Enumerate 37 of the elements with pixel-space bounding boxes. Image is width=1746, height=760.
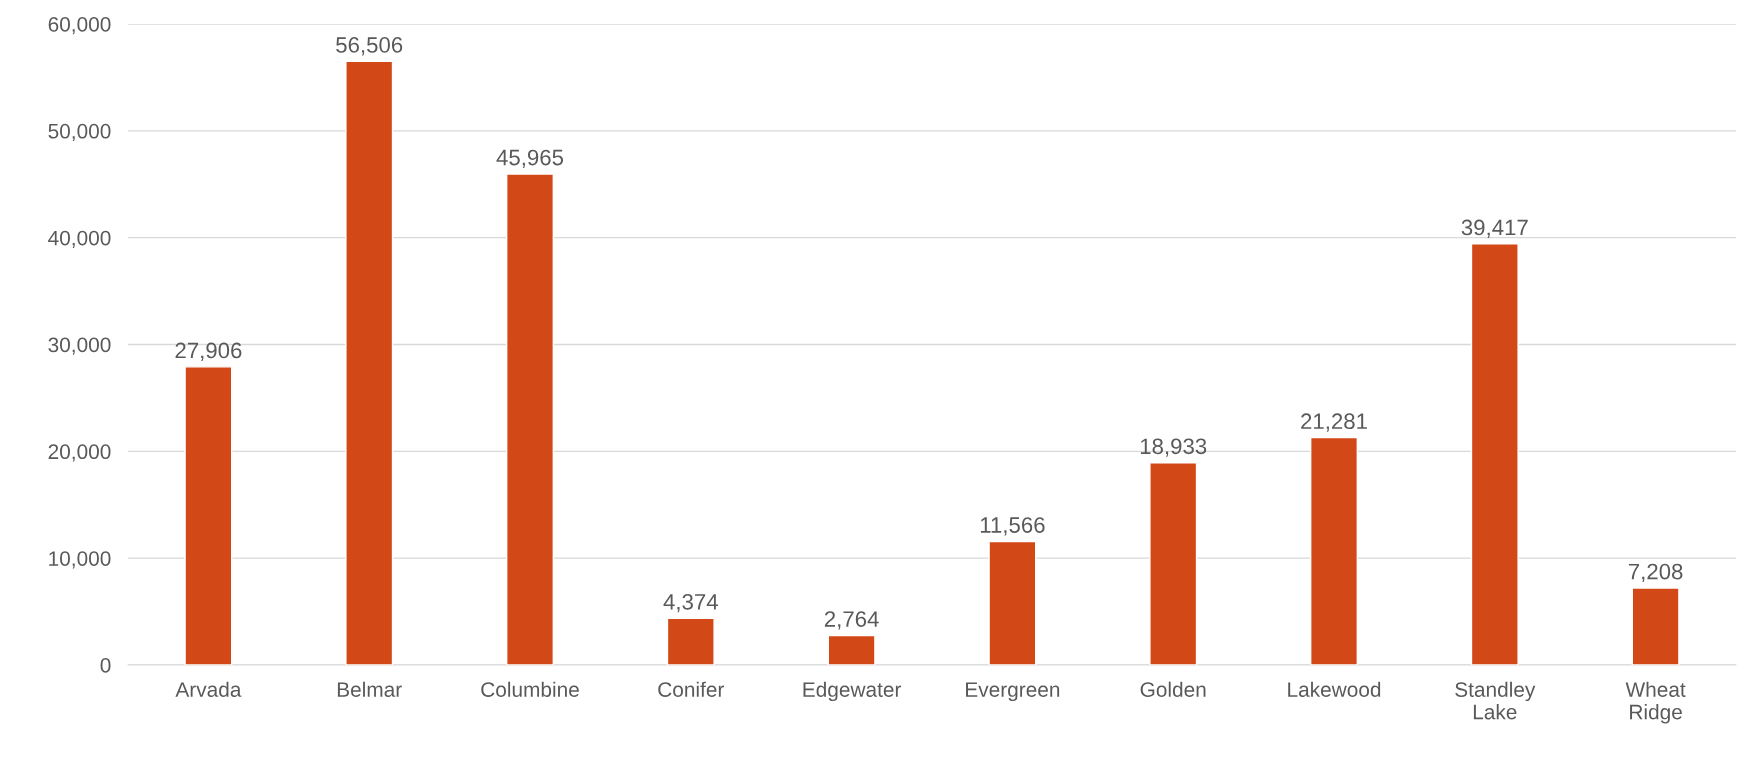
data-label: 2,764 (824, 611, 879, 630)
x-tick-label: Edgewater (803, 681, 902, 702)
y-tick-label: 20,000 (48, 444, 111, 462)
data-label: 21,281 (1301, 413, 1367, 432)
data-label: 45,965 (496, 149, 564, 169)
x-tick-label: Conifer (658, 681, 725, 697)
x-tick-label: Golden (1140, 681, 1206, 697)
bar (505, 173, 555, 665)
x-tick-label: Standley Lake (1455, 681, 1536, 720)
bar (1631, 587, 1680, 665)
data-label: 11,566 (980, 517, 1045, 536)
y-tick-label: 50,000 (48, 123, 111, 142)
bar (1309, 436, 1359, 665)
bar (827, 634, 876, 665)
data-label: 7,208 (1628, 563, 1683, 583)
bar (184, 366, 233, 665)
x-tick-label: Lakewood (1288, 681, 1381, 697)
data-label: 4,374 (663, 593, 718, 613)
x-tick-label: Belmar (337, 681, 402, 697)
bar (1470, 243, 1519, 665)
x-tick-label: Arvada (175, 681, 242, 697)
x-tick-label: Wheat Ridge (1625, 681, 1686, 724)
bar (666, 617, 715, 665)
data-label: 18,933 (1140, 438, 1207, 457)
bar (988, 540, 1037, 665)
y-tick-label: 10,000 (49, 551, 111, 569)
data-label: 27,906 (175, 342, 242, 361)
data-label: 39,417 (1461, 219, 1528, 238)
data-label: 56,506 (336, 37, 403, 56)
y-tick-label: 0 (100, 658, 111, 673)
x-tick-label: Evergreen (966, 682, 1060, 702)
y-tick-label: 40,000 (48, 230, 111, 248)
y-tick-label: 60,000 (48, 17, 111, 35)
bar (1149, 462, 1198, 665)
x-tick-label: Columbine (481, 681, 579, 697)
bar (345, 60, 394, 665)
y-tick-label: 30,000 (48, 337, 111, 355)
